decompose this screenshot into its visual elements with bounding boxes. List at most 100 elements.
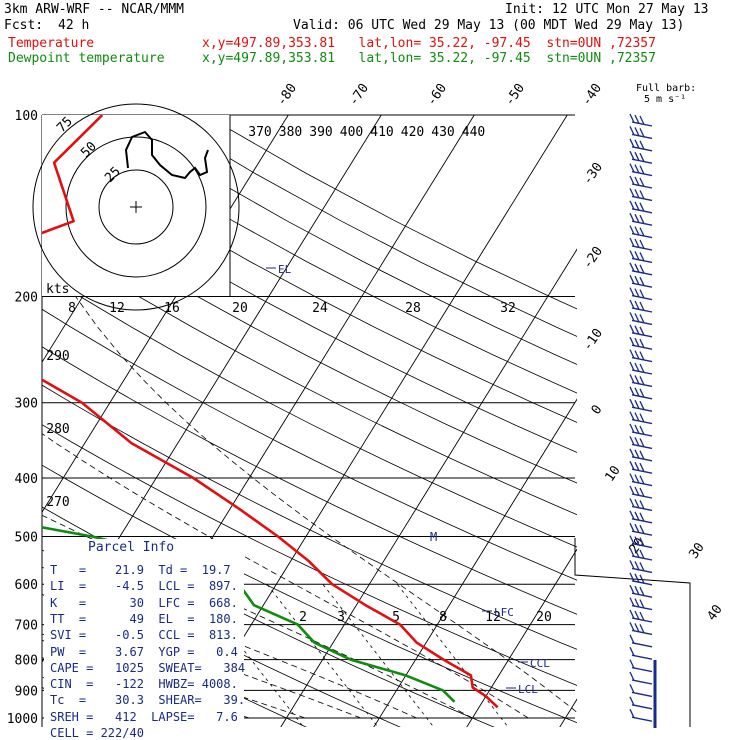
- barb-flag: [634, 561, 640, 571]
- theta-e-tick: 410: [370, 125, 393, 140]
- wind-barb: [629, 262, 653, 276]
- barb-flag: [629, 349, 635, 359]
- barb-flag: [634, 399, 640, 409]
- barb-shaft: [631, 418, 653, 425]
- barb-flag: [634, 201, 640, 211]
- dry-adiabat: [42, 272, 577, 548]
- theta-e-tick: 380: [279, 125, 302, 140]
- barb-flag: [629, 336, 635, 346]
- theta-left-tick: 290: [46, 349, 69, 364]
- barb-shaft: [631, 617, 653, 623]
- wind-barb: [629, 547, 653, 561]
- barb-flag: [634, 387, 640, 397]
- pressure-tick-label: 1000: [7, 712, 38, 727]
- barb-flag: [634, 375, 640, 385]
- dry-adiabat: [60, 115, 577, 394]
- wind-barb: [629, 200, 653, 214]
- right-temperature-tick: 40: [704, 602, 725, 623]
- dry-adiabat: [42, 346, 577, 615]
- wind-barb: [629, 411, 653, 425]
- barb-shaft: [631, 158, 653, 164]
- barb-shaft: [631, 704, 653, 710]
- barb-shaft: [631, 542, 653, 549]
- barb-flag: [629, 138, 635, 148]
- barb-flag: [629, 126, 635, 136]
- dry-adiabat: [42, 167, 577, 453]
- dry-adiabat: [42, 236, 577, 516]
- barb-shaft: [631, 530, 653, 536]
- barb-shaft: [631, 257, 653, 264]
- pressure-tick-label: 400: [15, 472, 38, 487]
- barb-flag: [634, 127, 640, 137]
- pressure-tick-label: 600: [15, 578, 38, 593]
- mixing-ratio-low-tick: 3: [337, 610, 345, 625]
- parcel-info-row: T = 21.9 Td = 19.7: [50, 563, 231, 577]
- barb-flag: [634, 511, 640, 521]
- wind-barb: [629, 398, 653, 412]
- barb-flag: [629, 510, 635, 520]
- wind-barb: [629, 336, 653, 350]
- top-temperature-tick: -60: [424, 81, 450, 109]
- wind-barb: [629, 374, 653, 388]
- barb-flag: [639, 450, 645, 460]
- barb-shaft: [631, 555, 653, 561]
- init-time: Init: 12 UTC Mon 27 May 13: [505, 2, 709, 17]
- parcel-info-row: LI = -4.5 LCL = 897.: [50, 579, 238, 594]
- theta-e-tick: 420: [401, 125, 424, 140]
- barb-flag: [629, 696, 635, 706]
- mixing-ratio-low-tick: 2: [299, 610, 307, 625]
- barb-flag: [629, 522, 635, 532]
- barb-flag: [634, 598, 640, 608]
- barb-flag: [639, 239, 645, 249]
- mixing-ratio-low-tick: 5: [392, 610, 400, 625]
- mixing-ratio-low-tick: 8: [439, 610, 447, 625]
- moist-adiabat: [42, 433, 529, 719]
- mixing-ratio-top-tick: 32: [500, 301, 516, 316]
- barb-flag: [634, 424, 640, 434]
- pressure-tick-label: 900: [15, 684, 38, 699]
- wind-barb: [629, 386, 653, 400]
- pressure-tick-label: 200: [15, 291, 38, 306]
- barb-flag: [634, 313, 640, 323]
- barb-flag: [639, 599, 645, 609]
- barb-flag: [639, 140, 645, 150]
- model-title: 3km ARW-WRF -- NCAR/MMM: [4, 2, 185, 17]
- barb-flag: [634, 164, 640, 174]
- isotherm-line: [650, 115, 740, 731]
- barb-flag: [639, 227, 645, 237]
- top-temperature-tick: -40: [579, 81, 605, 109]
- barb-shaft: [631, 183, 653, 189]
- barb-shaft: [631, 232, 653, 239]
- wind-barb: [629, 498, 653, 512]
- wind-barb: [629, 597, 653, 611]
- barb-shaft: [631, 270, 653, 276]
- barb-shaft: [631, 146, 653, 152]
- barb-flag: [629, 584, 635, 594]
- barb-flag: [629, 324, 635, 334]
- mixing-ratio-top-tick: 8: [68, 301, 76, 316]
- wind-barb: [629, 460, 653, 474]
- parcel-info-row: K = 30 LFC = 668.: [50, 595, 238, 610]
- pressure-tick-label: 300: [15, 397, 38, 412]
- barb-flag: [634, 474, 640, 484]
- wind-barb: [629, 188, 653, 202]
- isotherm-line: [466, 548, 577, 727]
- barb-flag: [639, 524, 645, 534]
- dry-adiabat: [42, 133, 577, 423]
- barb-flag: [629, 163, 635, 173]
- top-temperature-tick: -70: [346, 81, 372, 109]
- wind-barb: [629, 671, 653, 685]
- barb-flag: [629, 485, 635, 495]
- barb-flag: [634, 461, 640, 471]
- right-temperature-tick: 30: [686, 540, 707, 561]
- wind-barb: [629, 312, 653, 326]
- barb-flag: [634, 610, 640, 620]
- barb-flag: [639, 400, 645, 410]
- barb-flag: [629, 622, 635, 632]
- wind-barb: [629, 572, 653, 586]
- barb-flag: [639, 314, 645, 324]
- forecast-hour: 42 h: [58, 18, 90, 33]
- barb-flag: [639, 252, 645, 262]
- barb-flag: [639, 115, 645, 125]
- hodograph-unit-label: kts: [46, 282, 69, 297]
